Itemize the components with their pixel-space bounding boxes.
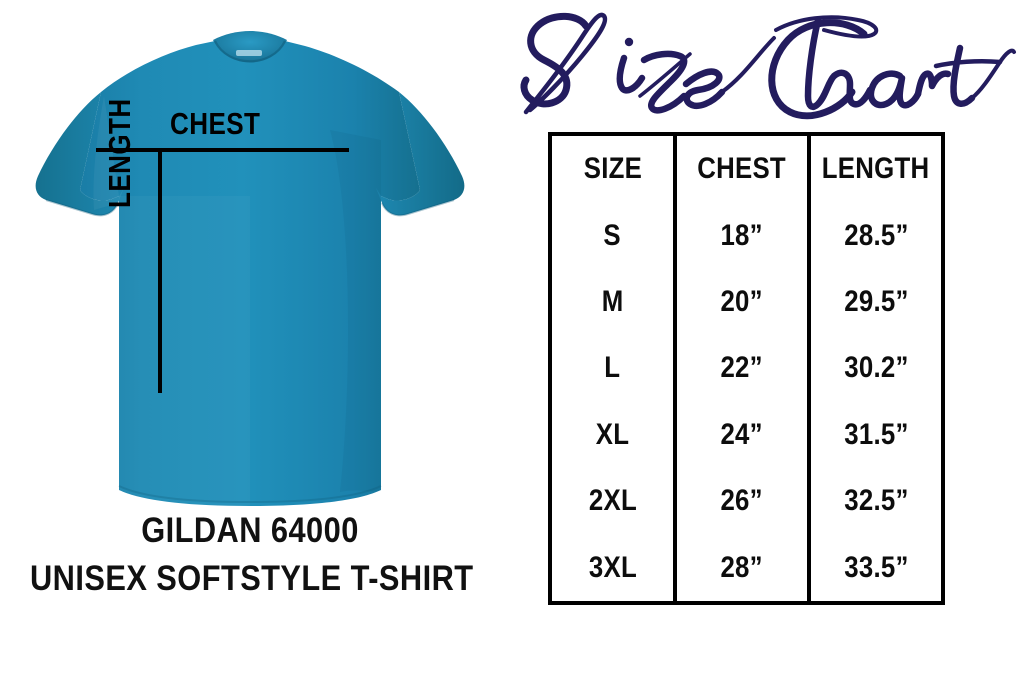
shirt-body <box>80 41 420 506</box>
table-header-chest: CHEST <box>673 136 807 203</box>
table-header-chest-label: CHEST <box>697 152 787 186</box>
shirt-collar <box>213 31 287 63</box>
table-row: M <box>552 269 673 335</box>
table-header-size: SIZE <box>552 136 673 202</box>
tshirt-graphic <box>35 31 465 506</box>
shirt-collar-seam <box>214 40 286 63</box>
table-row: 2XL <box>552 468 673 534</box>
cell-length: 33.5” <box>843 550 909 584</box>
size-chart-title-script <box>520 12 1016 120</box>
length-measure-line <box>158 150 162 393</box>
size-chart-table: SIZE CHEST LENGTH S 18” 28.5” <box>548 132 945 605</box>
cell-size: 3XL <box>588 550 637 584</box>
cell-chest: 20” <box>720 285 764 319</box>
cell-length: 32.5” <box>843 484 909 518</box>
table-header-length-label: LENGTH <box>822 152 930 186</box>
cell-size: M <box>601 285 624 319</box>
cell-length: 28.5” <box>843 218 909 252</box>
shirt-highlight-left <box>93 96 124 210</box>
table-row: 26” <box>673 468 807 535</box>
table-row: 29.5” <box>807 268 941 336</box>
shirt-shading-right <box>330 130 381 492</box>
cell-chest: 26” <box>720 484 764 518</box>
sleeve-hem-left <box>45 199 119 217</box>
cell-size: XL <box>595 417 630 451</box>
size-chart-grid: SIZE CHEST LENGTH S 18” 28.5” <box>552 136 941 601</box>
product-model-name: GILDAN 64000 <box>141 511 359 550</box>
chest-measure-line <box>96 148 349 152</box>
table-row: L <box>552 335 673 401</box>
sleeve-hem-right <box>381 199 455 217</box>
cell-length: 30.2” <box>843 351 909 385</box>
table-row: 28.5” <box>807 202 941 269</box>
table-row: 18” <box>673 202 807 269</box>
product-photo-panel: CHEST LENGTH GILDAN 64000 UNISEX SOFTSTY… <box>0 0 500 675</box>
size-chart-title: Size Chart <box>508 4 1018 122</box>
table-row: 3XL <box>552 535 673 601</box>
table-row: 22” <box>673 335 807 402</box>
table-row: S <box>552 202 673 268</box>
cell-chest: 24” <box>720 417 764 451</box>
table-header-size-label: SIZE <box>583 152 642 186</box>
cell-length: 29.5” <box>843 285 909 319</box>
table-row: 31.5” <box>807 401 941 469</box>
table-row: XL <box>552 402 673 468</box>
table-row: 24” <box>673 401 807 469</box>
table-row: 30.2” <box>807 335 941 402</box>
product-caption: GILDAN 64000 UNISEX SOFTSTYLE T-SHIRT <box>0 512 500 598</box>
table-row: 20” <box>673 268 807 336</box>
product-description: UNISEX SOFTSTYLE T-SHIRT <box>30 558 474 598</box>
chest-measure-label: CHEST <box>170 106 261 141</box>
cell-chest: 18” <box>720 218 764 252</box>
shirt-shading-left <box>119 196 250 506</box>
table-row: 33.5” <box>807 534 941 601</box>
table-row: 32.5” <box>807 468 941 535</box>
length-measure-label: LENGTH <box>102 98 137 208</box>
shirt-bottom-hem <box>118 485 382 504</box>
size-chart-panel: Size Chart SIZE CHEST LENGTH S <box>500 0 1024 675</box>
shirt-sleeve-right <box>376 92 465 216</box>
table-row: 28” <box>673 534 807 601</box>
tshirt-illustration: CHEST LENGTH <box>0 0 500 512</box>
cell-size: L <box>604 351 621 385</box>
cell-size: 2XL <box>588 484 637 518</box>
table-header-length: LENGTH <box>807 136 941 203</box>
shirt-sleeve-left <box>35 92 124 216</box>
cell-chest: 28” <box>720 550 764 584</box>
cell-size: S <box>603 218 622 252</box>
cell-length: 31.5” <box>843 417 909 451</box>
shirt-neck-label <box>236 50 262 56</box>
cell-chest: 22” <box>720 351 764 385</box>
